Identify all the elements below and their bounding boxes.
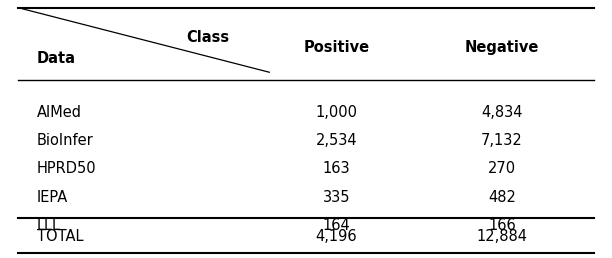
Text: 270: 270 bbox=[488, 162, 516, 176]
Text: 7,132: 7,132 bbox=[481, 133, 523, 148]
Text: 163: 163 bbox=[323, 162, 351, 176]
Text: 4,834: 4,834 bbox=[481, 105, 523, 120]
Text: Positive: Positive bbox=[304, 40, 370, 55]
Text: Data: Data bbox=[37, 51, 76, 66]
Text: TOTAL: TOTAL bbox=[37, 229, 83, 244]
Text: 2,534: 2,534 bbox=[316, 133, 357, 148]
Text: 164: 164 bbox=[323, 218, 351, 233]
Text: 1,000: 1,000 bbox=[316, 105, 357, 120]
Text: 166: 166 bbox=[488, 218, 516, 233]
Text: 4,196: 4,196 bbox=[316, 229, 357, 244]
Text: Class: Class bbox=[187, 30, 230, 45]
Text: IEPA: IEPA bbox=[37, 190, 68, 205]
Text: HPRD50: HPRD50 bbox=[37, 162, 96, 176]
Text: AIMed: AIMed bbox=[37, 105, 82, 120]
Text: 12,884: 12,884 bbox=[476, 229, 528, 244]
Text: LLL: LLL bbox=[37, 218, 61, 233]
Text: Negative: Negative bbox=[465, 40, 539, 55]
Text: 335: 335 bbox=[323, 190, 350, 205]
Text: 482: 482 bbox=[488, 190, 516, 205]
Text: BioInfer: BioInfer bbox=[37, 133, 94, 148]
